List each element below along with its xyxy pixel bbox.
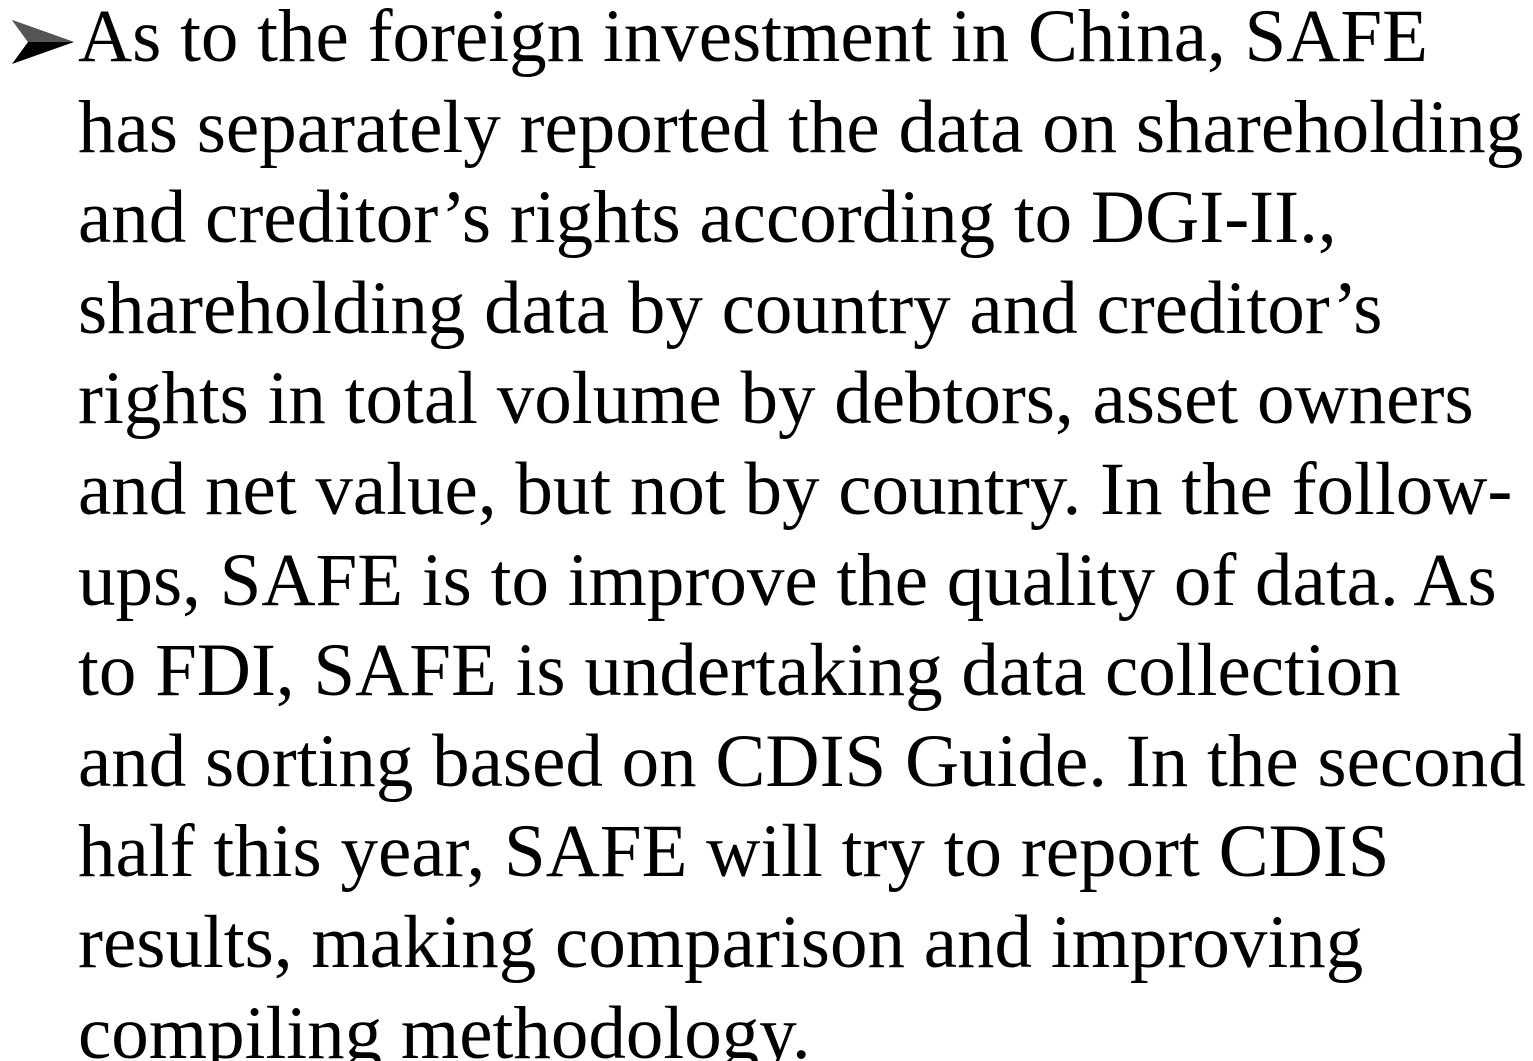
text-line: and sorting based on CDIS Guide. In the … [78,719,1526,803]
text-line: has separately reported the data on shar… [78,85,1524,169]
text-line: and creditor’s rights according to DGI-I… [78,176,1337,260]
text-line: compiling methodology. [78,991,811,1061]
text-line: results, making comparison and improving [78,901,1364,984]
text-line: half this year, SAFE will try to report … [78,810,1390,894]
text-line: As to the foreign investment in China, S… [78,0,1428,78]
text-line: ups, SAFE is to improve the quality of d… [78,538,1497,622]
bullet-arrow [12,20,74,64]
text-line: and net value, but not by country. In th… [78,448,1513,531]
text-line: shareholding data by country and credito… [78,266,1383,350]
text-line: to FDI, SAFE is undertaking data collect… [78,629,1401,713]
text-line: rights in total volume by debtors, asset… [78,357,1474,441]
